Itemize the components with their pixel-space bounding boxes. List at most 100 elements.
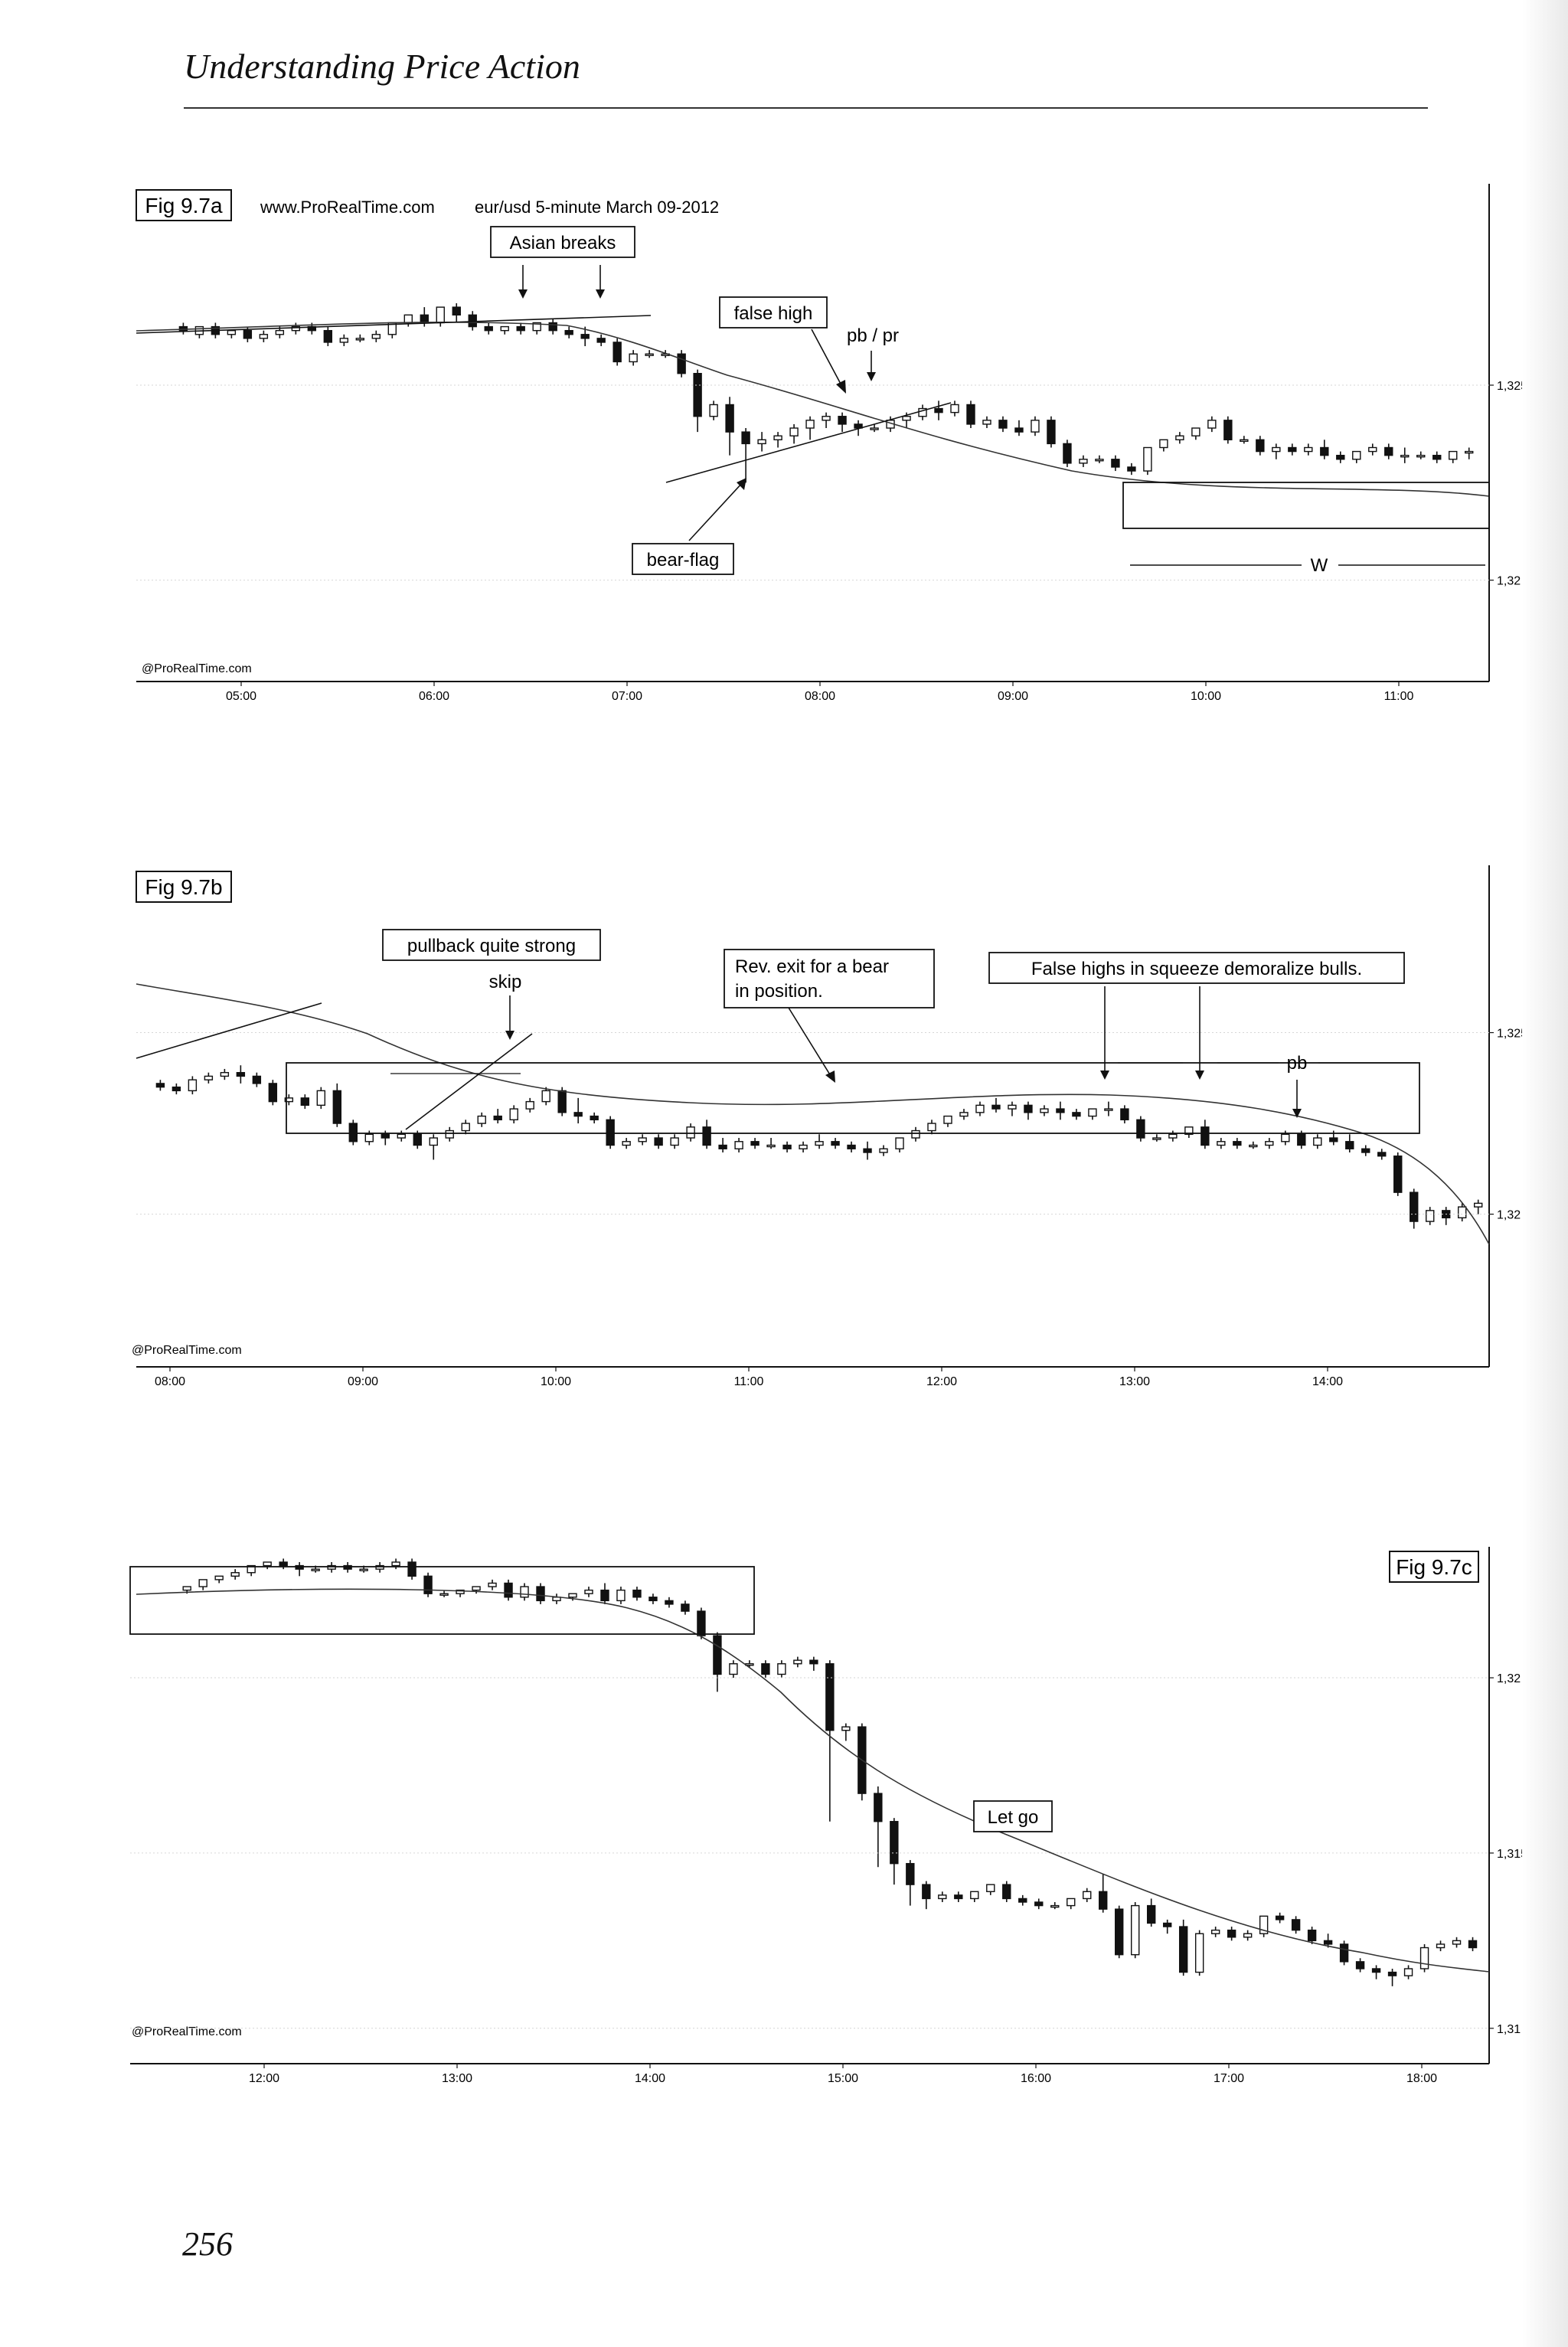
- candle-bear: [809, 1659, 818, 1665]
- candle-bull: [1184, 1126, 1194, 1135]
- candle-bear: [557, 1090, 567, 1113]
- arrow-line: [811, 329, 843, 387]
- candle-bull: [275, 329, 285, 335]
- candle-bull: [1416, 454, 1426, 458]
- candle-bull: [970, 1891, 979, 1900]
- moving-average-line: [136, 321, 1490, 497]
- candle-bear: [1320, 446, 1329, 456]
- candle-bull: [1217, 1141, 1226, 1146]
- candle-bear: [516, 325, 525, 332]
- candle-bull: [1152, 1137, 1161, 1140]
- x-tick-label: 08:00: [155, 1375, 185, 1388]
- page-number: 256: [182, 2225, 233, 2263]
- trend-line: [136, 1002, 322, 1059]
- x-tick-label: 10:00: [1191, 690, 1221, 703]
- x-tick-label: 18:00: [1406, 2072, 1437, 2085]
- arrow-head: [518, 289, 528, 299]
- candle-bear: [155, 1083, 165, 1088]
- candle-bear: [838, 416, 847, 425]
- annotation-pullback: pullback quite strong: [407, 936, 576, 956]
- candles-group: [155, 1065, 1483, 1229]
- candle-bull: [364, 1133, 374, 1142]
- candle-bear: [648, 1597, 658, 1602]
- annotation-box-pullback: [382, 929, 601, 961]
- candle-bear: [596, 338, 606, 343]
- candle-bull: [1419, 1947, 1429, 1969]
- candle-bear: [564, 329, 573, 335]
- x-tick-label: 14:00: [1312, 1375, 1343, 1388]
- candle-bull: [1403, 1968, 1413, 1976]
- candle-bull: [870, 427, 879, 430]
- candle-bull: [616, 1589, 626, 1602]
- chart-title: eur/usd 5-minute March 09-2012: [475, 198, 719, 217]
- x-tick-label: 09:00: [348, 1375, 378, 1388]
- candle-bear: [504, 1582, 513, 1598]
- candle-bear: [1297, 1133, 1306, 1146]
- candle-bull: [488, 1582, 497, 1587]
- x-tick-label: 13:00: [442, 2072, 472, 2085]
- candle-bear: [1384, 446, 1393, 456]
- annotation-pb: pb: [1287, 1053, 1308, 1074]
- candle-bull: [1352, 450, 1361, 460]
- candle-bear: [890, 1821, 899, 1865]
- arrow-head: [1100, 1071, 1109, 1080]
- x-tick-label: 14:00: [635, 2072, 665, 2085]
- candle-bull: [1104, 1108, 1113, 1111]
- chart-fig-9-7a: Fig 9.7a www.ProRealTime.com eur/usd 5-m…: [136, 184, 1527, 703]
- candle-bear: [600, 1589, 609, 1602]
- candle-bull: [757, 439, 766, 445]
- candle-bull: [1088, 1108, 1097, 1117]
- figure-label-box: [136, 189, 232, 221]
- candle-bear: [420, 314, 429, 324]
- candle-bull: [879, 1148, 888, 1153]
- candle-bull: [766, 1144, 776, 1148]
- candle-bear: [348, 1123, 358, 1142]
- candle-bull: [509, 1108, 518, 1121]
- range-box: [286, 1062, 1420, 1134]
- candle-bear: [484, 325, 493, 332]
- annotation-asian-breaks: Asian breaks: [510, 233, 616, 253]
- candle-bear: [236, 1071, 246, 1077]
- annotation-w: W: [1311, 555, 1328, 576]
- candle-bear: [423, 1575, 433, 1594]
- candle-bear: [1223, 420, 1233, 440]
- candle-bear: [1361, 1148, 1370, 1153]
- candle-bull: [397, 1133, 406, 1139]
- candle-bull: [670, 1137, 679, 1146]
- candle-bear: [1115, 1908, 1124, 1956]
- y-tick-label: 1,32: [1497, 1672, 1521, 1685]
- chart-fig-9-7c: Fig 9.7c @ProRealTime.com 12:00 13:00 14:0…: [129, 1547, 1527, 2085]
- candle-bear: [300, 1097, 310, 1106]
- annotation-bear-flag: bear-flag: [647, 550, 720, 570]
- x-tick-label: 11:00: [1384, 690, 1414, 703]
- arrow-head: [505, 1031, 514, 1040]
- candle-bull: [247, 1564, 256, 1574]
- candle-bull: [1304, 446, 1313, 453]
- candle-bull: [1449, 450, 1458, 460]
- candle-bull: [204, 1075, 214, 1080]
- candle-bear: [934, 407, 943, 414]
- candle-bear: [761, 1663, 770, 1675]
- candle-bull: [709, 404, 718, 417]
- candle-bull: [520, 1586, 529, 1598]
- candle-bull: [729, 1663, 738, 1675]
- candle-bear: [1339, 1943, 1349, 1963]
- candle-bear: [1256, 439, 1265, 453]
- watermark: @ProRealTime.com: [132, 1344, 242, 1357]
- page-header-title: Understanding Price Action: [184, 47, 580, 86]
- candle-bear: [1432, 454, 1442, 460]
- candle-bear: [1323, 1940, 1333, 1945]
- candle-bull: [227, 329, 237, 335]
- candle-bear: [407, 1561, 416, 1577]
- candle-bear: [677, 353, 686, 374]
- candle-bull: [841, 1726, 851, 1731]
- candle-bull: [938, 1894, 947, 1900]
- x-tick-label: 08:00: [805, 690, 835, 703]
- candle-bull: [429, 1137, 438, 1146]
- candle-bear: [279, 1561, 288, 1567]
- candle-bull: [188, 1079, 198, 1092]
- chart-source-text: www.ProRealTime.com: [260, 198, 435, 217]
- x-tick-label: 09:00: [998, 690, 1028, 703]
- candle-bull: [734, 1141, 743, 1149]
- candle-bull: [1159, 439, 1168, 449]
